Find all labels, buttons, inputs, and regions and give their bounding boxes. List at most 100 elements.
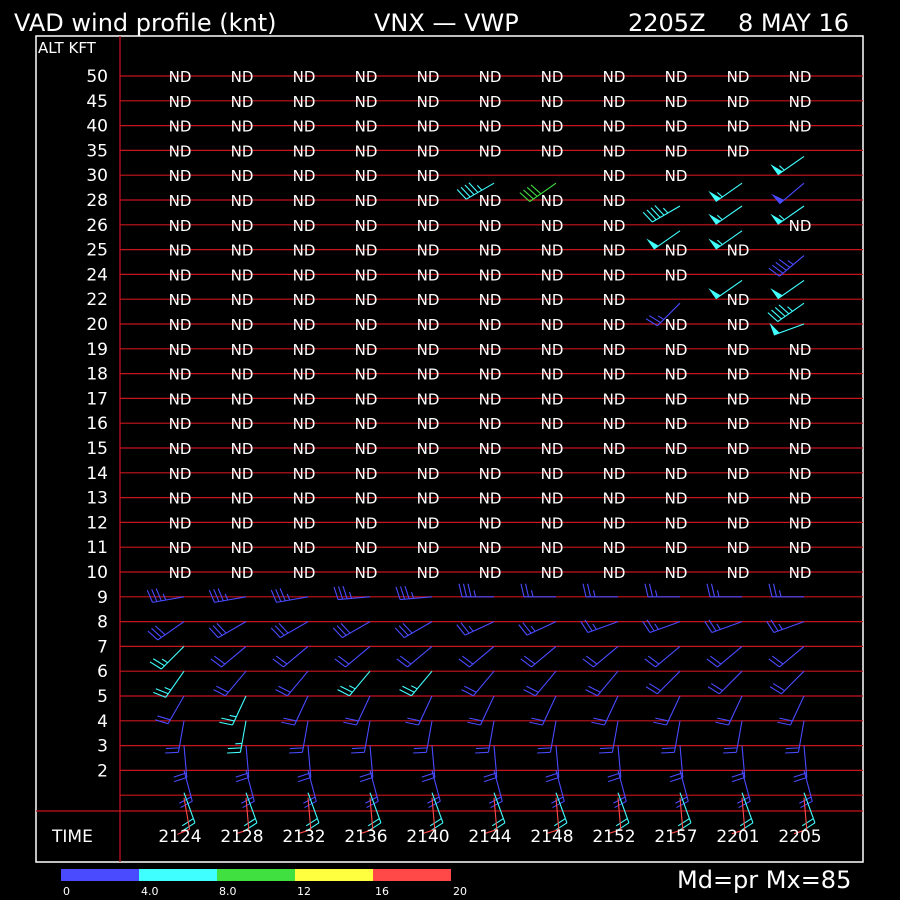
wind-barb: [777, 695, 805, 726]
nodata-cell: ND: [355, 564, 378, 582]
nodata-cell: ND: [603, 514, 626, 532]
nodata-cell: ND: [789, 390, 812, 408]
wind-barb: [785, 720, 805, 754]
nodata-cell: ND: [479, 465, 502, 483]
nodata-cell: ND: [293, 142, 316, 160]
time-label: 2152: [592, 827, 635, 847]
wind-barb: [394, 621, 433, 639]
wind-barb: [213, 670, 247, 697]
wind-barb: [483, 745, 498, 783]
nodata-cell: ND: [541, 341, 564, 359]
wind-barb: [475, 720, 495, 754]
nodata-cell: ND: [603, 415, 626, 433]
nodata-cell: ND: [231, 514, 254, 532]
wind-barb: [208, 621, 247, 639]
nodata-cell: ND: [293, 217, 316, 235]
wind-barb: [770, 155, 805, 176]
nodata-cell: ND: [417, 415, 440, 433]
nodata-cell: ND: [727, 366, 750, 384]
nodata-cell: ND: [417, 192, 440, 210]
nodata-cell: ND: [417, 490, 440, 508]
nodata-cell: ND: [355, 68, 378, 86]
altitude-label: 20: [86, 315, 108, 335]
altitude-label: 8: [97, 613, 108, 633]
nodata-cell: ND: [665, 390, 688, 408]
nodata-cell: ND: [727, 465, 750, 483]
nodata-cell: ND: [355, 242, 378, 260]
legend-tick-label: 4.0: [141, 885, 159, 898]
nodata-cell: ND: [727, 316, 750, 334]
wind-barb: [456, 182, 495, 200]
wind-barb: [210, 645, 247, 668]
nodata-cell: ND: [417, 217, 440, 235]
nodata-cell: ND: [293, 192, 316, 210]
nodata-cell: ND: [355, 490, 378, 508]
wind-barb: [456, 621, 495, 636]
nodata-cell: ND: [541, 440, 564, 458]
nodata-cell: ND: [541, 366, 564, 384]
nodata-cell: ND: [479, 291, 502, 309]
wind-barb: [270, 621, 309, 639]
nodata-cell: ND: [665, 539, 688, 557]
nodata-cell: ND: [727, 539, 750, 557]
nodata-cell: ND: [169, 291, 192, 309]
wind-barb: [491, 792, 506, 831]
legend-tick-label: 20: [453, 885, 467, 898]
time-label: 2128: [220, 827, 263, 847]
wind-barb: [219, 695, 247, 726]
wind-barb: [147, 621, 185, 641]
nodata-cells: ND ND ND ND ND ND ND ND ND ND ND ND ND ND ND ND ND ND ND ND…: [169, 68, 812, 582]
nodata-cell: ND: [293, 539, 316, 557]
wind-barb: [289, 720, 309, 754]
wind-barb: [520, 583, 556, 598]
altitude-label: 14: [86, 464, 108, 484]
nodata-cell: ND: [789, 68, 812, 86]
nodata-cell: ND: [789, 490, 812, 508]
nodata-cell: ND: [479, 266, 502, 284]
nodata-cell: ND: [665, 415, 688, 433]
nodata-cell: ND: [169, 440, 192, 458]
wind-barb: [768, 255, 805, 277]
wind-barb: [793, 797, 808, 835]
legend-tick-label: 0: [63, 885, 70, 898]
time-label: 2144: [468, 827, 511, 847]
nodata-cell: ND: [169, 93, 192, 111]
nodata-cell: ND: [789, 366, 812, 384]
wind-barb: [644, 583, 680, 598]
nodata-cell: ND: [417, 440, 440, 458]
wind-barb: [518, 621, 557, 636]
nodata-cell: ND: [665, 440, 688, 458]
nodata-cell: ND: [603, 242, 626, 260]
nodata-cell: ND: [603, 68, 626, 86]
nodata-cell: ND: [293, 291, 316, 309]
wind-barb: [708, 279, 743, 300]
nodata-cell: ND: [417, 291, 440, 309]
wind-barb: [793, 745, 808, 783]
nodata-cell: ND: [789, 341, 812, 359]
nodata-cell: ND: [479, 390, 502, 408]
wind-barb: [337, 670, 371, 697]
nodata-cell: ND: [541, 118, 564, 136]
nodata-cell: ND: [479, 564, 502, 582]
wind-barb: [769, 322, 805, 336]
wind-barb: [766, 619, 805, 634]
altitude-label: 25: [86, 241, 108, 261]
nodata-cell: ND: [293, 465, 316, 483]
altitude-label: 18: [86, 365, 108, 385]
nodata-cell: ND: [293, 415, 316, 433]
nodata-cell: ND: [355, 341, 378, 359]
wind-barb: [165, 720, 185, 754]
wind-barb: [607, 797, 622, 835]
nodata-cell: ND: [541, 415, 564, 433]
nodata-cell: ND: [603, 291, 626, 309]
wind-barb: [613, 770, 627, 809]
wind-barb: [591, 695, 619, 726]
nodata-cell: ND: [355, 142, 378, 160]
nodata-cell: ND: [665, 465, 688, 483]
wind-barb: [351, 720, 371, 754]
nodata-cell: ND: [417, 266, 440, 284]
nodata-cell: ND: [169, 341, 192, 359]
nodata-cell: ND: [665, 93, 688, 111]
wind-barb: [767, 302, 805, 323]
time-label: 2140: [406, 827, 449, 847]
